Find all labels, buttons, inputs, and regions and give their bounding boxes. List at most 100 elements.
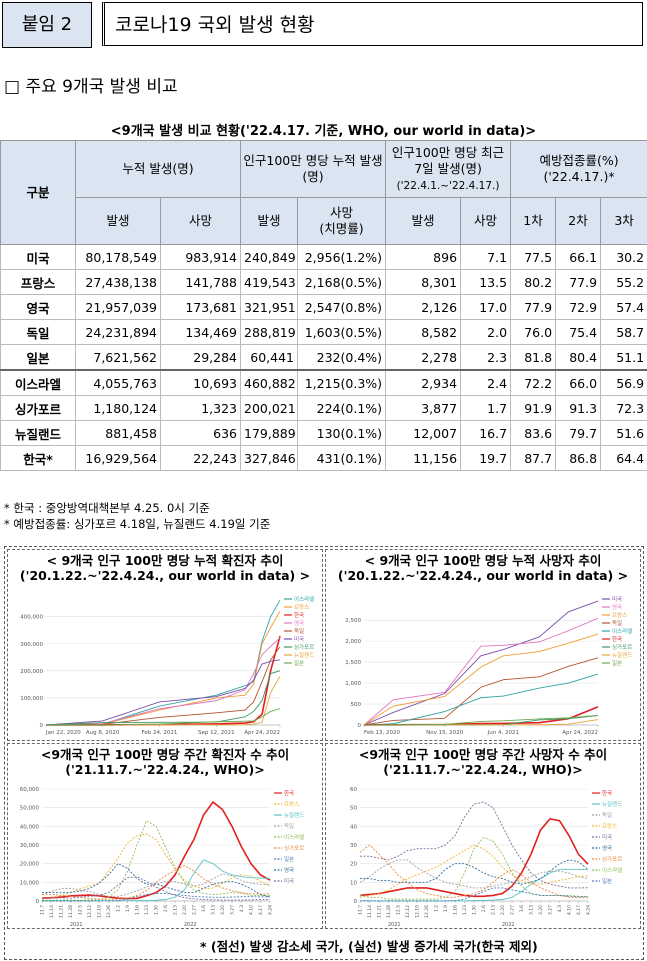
value-cell: 983,914: [159, 244, 242, 270]
chart-title-line: ('21.11.7.~'22.4.24., WHO)>: [65, 762, 265, 777]
chart-title: < 9개국 인구 100만 명당 누적 사망자 추이 ('20.1.22.~'22…: [326, 550, 640, 589]
value-cell: 81.8: [510, 344, 557, 371]
header-text: ('22.4.17.)*: [543, 169, 615, 184]
value-cell: 321,951: [240, 294, 299, 320]
legend-label: 한국: [294, 612, 304, 619]
value-cell: 224(0.1%): [297, 395, 387, 421]
x-group-label: 2022: [502, 922, 515, 928]
series-line: [42, 893, 271, 902]
x-tick-label: 4.3: [557, 905, 563, 912]
x-tick-label: 4.10: [567, 905, 573, 915]
x-tick-label: 1.16: [135, 905, 141, 915]
value-cell: 141,788: [159, 269, 242, 295]
chart-title-line: < 9개국 인구 100만 명당 누적 사망자 추이: [364, 553, 602, 568]
value-cell: 76.0: [510, 319, 557, 345]
value-cell: 3,877: [385, 395, 462, 421]
value-cell: 16.7: [460, 420, 512, 446]
y-tick-label: 2,000: [345, 639, 361, 645]
table-row: 미국 80,178,549 983,914 240,849 2,956(1.2%) 896…: [0, 244, 647, 270]
legend-label: 미국: [294, 635, 304, 643]
header-text: 예방접종률(%): [539, 153, 619, 168]
y-tick-label: 50,000: [20, 806, 40, 812]
legend-label: 이스라엘: [294, 595, 314, 603]
x-tick-label: 2.20: [182, 905, 188, 915]
value-cell: 2,956(1.2%): [297, 244, 387, 270]
x-tick-label: 11.21: [377, 905, 383, 918]
value-cell: 16,929,564: [75, 445, 161, 471]
y-tick-label: 20: [350, 862, 357, 868]
value-cell: 29,284: [159, 344, 242, 371]
value-cell: 2.3: [460, 344, 512, 371]
series-line: [45, 670, 281, 726]
value-cell: 2,547(0.8%): [297, 294, 387, 320]
x-tick-label: 1.9: [125, 905, 131, 912]
legend-label: 싱가포르: [602, 855, 622, 863]
x-tick-label: 2.6: [481, 905, 487, 912]
legend-label: 뉴질랜드: [612, 651, 632, 659]
value-cell: 72.2: [510, 369, 557, 396]
value-cell: 87.7: [510, 445, 557, 471]
x-tick-label: 4.24: [268, 905, 274, 915]
x-tick-label: Feb 24, 2021: [141, 730, 177, 736]
header-cell: 발생: [75, 197, 161, 245]
x-tick-label: 4.24: [586, 905, 592, 915]
country-cell: 이스라엘: [0, 369, 76, 396]
x-tick-label: Aug 8, 2020: [86, 730, 120, 736]
x-tick-label: 4.3: [239, 905, 245, 912]
value-cell: 91.3: [555, 395, 602, 421]
x-tick-label: Sep 12, 2021: [198, 730, 235, 736]
value-cell: 17.0: [460, 294, 512, 320]
chart-title-line: <9개국 인구 100만 명당 주간 사망자 수 추이: [358, 747, 608, 762]
value-cell: 232(0.4%): [297, 344, 387, 371]
country-cell: 미국: [0, 244, 76, 270]
value-cell: 86.8: [555, 445, 602, 471]
table-row: 싱가포르 1,180,124 1,323 200,021 224(0.1%) 3,877 1…: [0, 395, 647, 421]
x-group-label: 2021: [388, 922, 401, 928]
country-cell: 영국: [0, 294, 76, 320]
table-row: 한국* 16,929,564 22,243 327,846 431(0.1%) 11,15…: [0, 445, 647, 471]
value-cell: 8,582: [385, 319, 462, 345]
x-tick-label: 11.14: [49, 905, 55, 918]
header-title: 코로나19 국외 발생 현황: [102, 2, 643, 46]
legend-label: 일본: [284, 855, 294, 863]
x-tick-label: 2.6: [163, 905, 169, 912]
y-tick-label: 0: [36, 899, 40, 905]
value-cell: 80.2: [510, 269, 557, 295]
y-tick-label: 20,000: [20, 862, 40, 868]
x-tick-label: 11.7: [358, 905, 364, 915]
y-tick-label: 200,000: [20, 669, 43, 675]
legend-label: 영국: [284, 866, 294, 874]
legend-label: 싱가포르: [612, 643, 632, 651]
note: * 예방접종률: 싱가포르 4.18일, 뉴질랜드 4.19일 기준: [4, 517, 271, 531]
header-cell: 구분: [0, 140, 76, 245]
value-cell: 12,007: [385, 420, 462, 446]
value-cell: 7,621,562: [75, 344, 161, 371]
header-cell: 누적 발생(명): [74, 140, 242, 198]
legend-label: 한국: [602, 790, 612, 797]
series-line: [359, 844, 589, 899]
value-cell: 896: [385, 244, 462, 270]
header-text: ('22.4.1.~'22.4.17.): [396, 179, 500, 192]
x-tick-label: 2.27: [510, 905, 516, 915]
y-tick-label: 2,500: [345, 618, 361, 624]
value-cell: 19.7: [460, 445, 512, 471]
x-tick-label: 1.9: [443, 905, 449, 912]
x-tick-label: 2.13: [173, 905, 179, 915]
chart-title-line: <9개국 인구 100만 명당 주간 확진자 수 추이: [40, 747, 290, 762]
value-cell: 77.9: [510, 294, 557, 320]
value-cell: 91.9: [510, 395, 557, 421]
x-tick-label: 11.28: [386, 905, 392, 918]
header-cell: 1차: [510, 197, 557, 245]
header-cell: 3차: [600, 197, 647, 245]
x-tick-label: 12.26: [106, 905, 112, 918]
legend-label: 영국: [294, 619, 304, 627]
legend-label: 독일: [612, 619, 622, 627]
legend-label: 뉴질랜드: [294, 651, 314, 659]
table-row: 이스라엘 4,055,763 10,693 460,882 1,215(0.3%) 2,9…: [0, 369, 647, 396]
value-cell: 2,278: [385, 344, 462, 371]
table-caption: <9개국 발생 비교 현황('22.4.17. 기준, WHO, our wor…: [110, 124, 537, 139]
value-cell: 80.4: [555, 344, 602, 371]
chart-panel: <9개국 인구 100만 명당 주간 사망자 수 추이 ('21.11.7.~'2…: [325, 743, 641, 929]
y-tick-label: 10: [350, 880, 357, 886]
